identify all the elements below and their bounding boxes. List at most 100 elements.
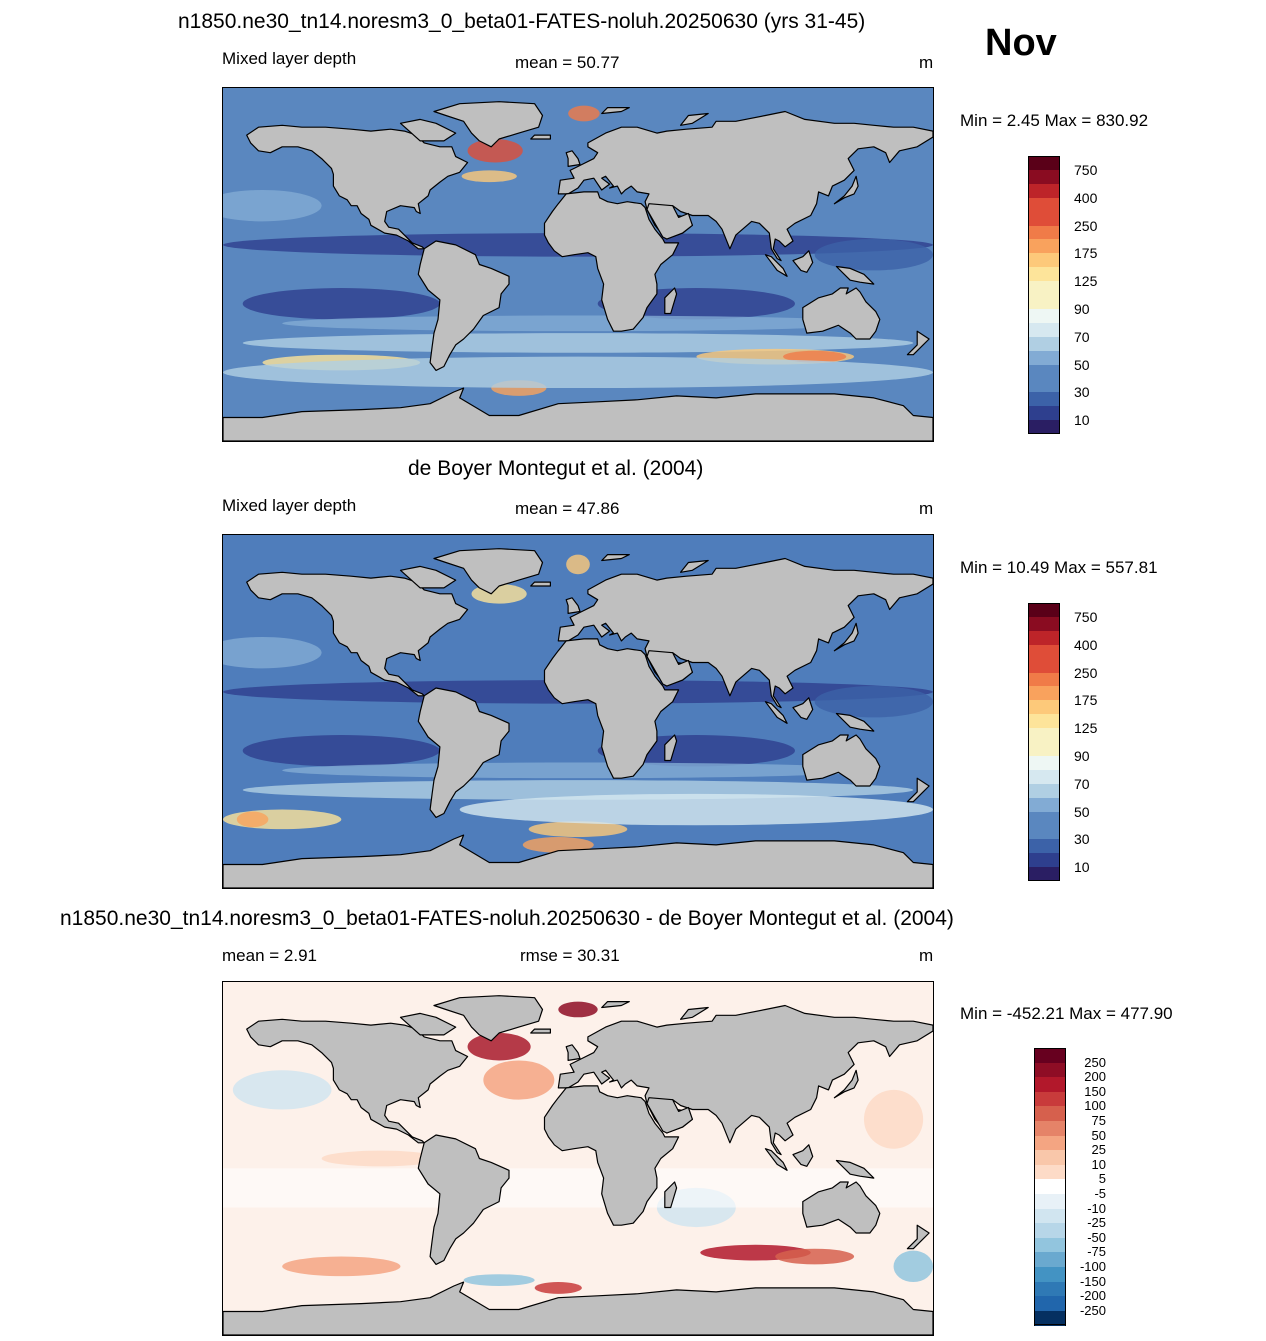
colorbar-cell <box>1028 714 1060 729</box>
landmass-africa <box>543 638 680 779</box>
mixed-layer-region <box>223 189 322 222</box>
colorbar-tick-label: 400 <box>1074 189 1098 206</box>
colorbar-cell <box>1028 867 1060 882</box>
colorbar-cell <box>1034 1237 1066 1253</box>
colorbar-cell <box>1028 406 1060 421</box>
landmass-south-america <box>417 1134 510 1265</box>
landmass-madagascar <box>664 1181 678 1209</box>
mixed-layer-region <box>459 793 933 826</box>
landmass-iceland <box>530 134 551 140</box>
landmass-greenland <box>433 101 544 148</box>
colorbar-tick-label: 750 <box>1074 608 1098 625</box>
colorbar-tick-label: 90 <box>1074 747 1090 764</box>
difference-field-region <box>282 1256 401 1277</box>
mixed-layer-region <box>568 105 600 122</box>
landmass-australia <box>802 734 881 787</box>
colorbar-cell <box>1028 616 1060 632</box>
colorbar-cell <box>1028 183 1060 199</box>
mixed-layer-region <box>242 735 440 767</box>
mixed-layer-region <box>528 821 628 838</box>
landmass-arabia <box>646 650 693 687</box>
colorbar-tick-label: 10 <box>1091 1156 1106 1172</box>
colorbar-cell <box>1028 350 1060 365</box>
map-observation <box>222 534 934 889</box>
colorbar-cell <box>1028 308 1060 324</box>
colorbar-cell <box>1034 1106 1066 1122</box>
colorbar-cell <box>1028 295 1060 310</box>
colorbar-tick-label: 175 <box>1074 692 1098 709</box>
landmass-uk <box>565 597 581 614</box>
difference-field-region <box>863 1089 924 1149</box>
diff-title: n1850.ne30_tn14.noresm3_0_beta01-FATES-n… <box>60 907 954 930</box>
panel1-variable-label: Mixed layer depth <box>222 49 357 68</box>
landmass-sumatra <box>764 254 788 277</box>
landmass-baffin <box>399 1012 457 1036</box>
colorbar-cell <box>1034 1150 1066 1166</box>
landmass-new-guinea <box>835 1159 875 1179</box>
colorbar-cell <box>1034 1062 1066 1078</box>
colorbar-cell <box>1034 1164 1066 1180</box>
mixed-layer-region <box>223 356 933 389</box>
colorbar-cell <box>1034 1281 1066 1297</box>
panel2-variable-label: Mixed layer depth <box>222 496 357 515</box>
colorbar-tick-label: 400 <box>1074 636 1098 653</box>
colorbar-cell <box>1034 1077 1066 1093</box>
colorbar-cell <box>1028 225 1060 240</box>
colorbar-cell <box>1034 1048 1066 1064</box>
panel1-mean-label: mean = 50.77 <box>515 53 620 72</box>
landmass-new-guinea <box>835 265 875 285</box>
landmass-antarctica <box>223 387 933 441</box>
landmass-japan <box>833 175 859 205</box>
colorbar-cell <box>1028 672 1060 687</box>
colorbar-cell <box>1034 1310 1066 1326</box>
colorbar-cell <box>1028 700 1060 715</box>
colorbar-cell <box>1028 197 1060 213</box>
colorbar-cell <box>1034 1121 1066 1137</box>
colorbar-cell <box>1028 156 1060 171</box>
colorbar-tick-label: 5 <box>1098 1171 1106 1187</box>
colorbar-tick-label: -75 <box>1087 1244 1106 1260</box>
colorbar-cell <box>1028 336 1060 352</box>
landmass-antarctica <box>223 1281 933 1335</box>
colorbar-tick-label: 200 <box>1084 1069 1106 1085</box>
colorbar-tick-label: 75 <box>1091 1113 1106 1128</box>
map-canvas <box>223 982 933 1335</box>
mixed-layer-region <box>242 288 440 320</box>
colorbar-tick-label: 250 <box>1084 1054 1106 1070</box>
landmass-svalbard <box>601 107 630 115</box>
panel2-mean-label: mean = 47.86 <box>515 499 620 518</box>
colorbar-tick-label: 90 <box>1074 300 1090 317</box>
landmass-uk <box>565 1044 581 1061</box>
mixed-layer-region <box>814 239 933 271</box>
difference-field-region <box>534 1282 582 1294</box>
colorbar-tick-label: 30 <box>1074 831 1090 848</box>
map-model <box>222 87 934 442</box>
landmass-eurasia <box>557 110 933 262</box>
colorbar-cell <box>1028 839 1060 854</box>
landmass-svalbard <box>601 554 630 562</box>
colorbar-tick-label: 50 <box>1091 1127 1106 1143</box>
mixed-layer-region <box>223 636 322 669</box>
colorbar-cell <box>1034 1194 1066 1210</box>
colorbar-cell <box>1034 1267 1066 1283</box>
landmass-baffin <box>399 565 457 589</box>
landmass-antarctica <box>223 834 933 888</box>
colorbar-cell <box>1028 728 1060 743</box>
colorbar-cell <box>1028 686 1060 701</box>
colorbar-cell <box>1028 364 1060 379</box>
mixed-layer-region <box>236 811 269 828</box>
landmass-arabia <box>646 1097 693 1134</box>
panel3-minmax-label: Min = -452.21 Max = 477.90 <box>960 1004 1173 1023</box>
colorbar-cell <box>1028 644 1060 660</box>
colorbar-cell <box>1028 853 1060 868</box>
colorbar-cell <box>1028 239 1060 254</box>
colorbar-tick-label: 250 <box>1074 217 1098 234</box>
colorbar-cell <box>1034 1208 1066 1224</box>
colorbar-tick-label: 70 <box>1074 328 1090 345</box>
colorbar-cell <box>1034 1179 1066 1195</box>
landmass-borneo <box>792 1144 814 1167</box>
landmass-baffin <box>399 118 457 142</box>
landmass-borneo <box>792 697 814 720</box>
landmass-iceland <box>530 581 551 587</box>
colorbar-tick-label: 100 <box>1084 1098 1106 1114</box>
